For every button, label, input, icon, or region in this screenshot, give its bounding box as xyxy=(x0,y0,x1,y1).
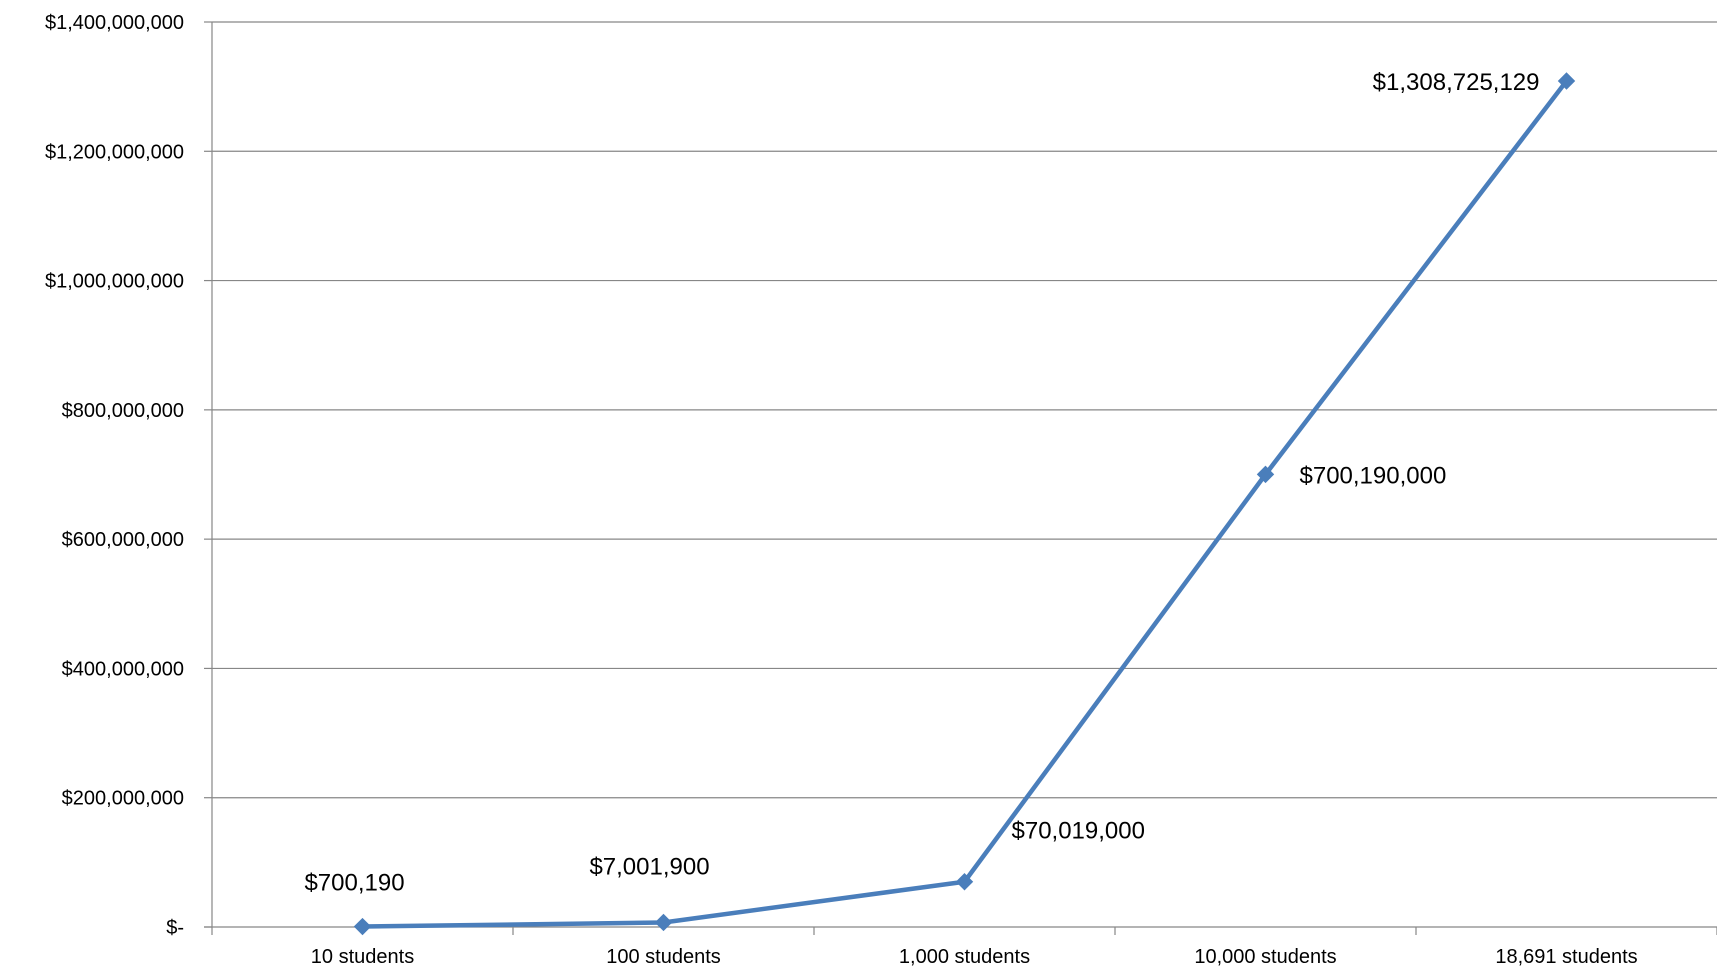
data-markers xyxy=(353,72,1576,936)
data-point-0 xyxy=(353,917,372,936)
data-point-2 xyxy=(955,873,974,891)
y-tick-label-2: $400,000,000 xyxy=(62,658,184,680)
x-tick-label-4: 18,691 students xyxy=(1495,946,1637,968)
data-labels: $700,190 $7,001,900 $70,019,000 $700,190,00… xyxy=(304,69,1539,897)
data-label-4: $1,308,725,129 xyxy=(1373,69,1540,96)
x-axis-tick-labels: 10 students 100 students 1,000 students 10,… xyxy=(311,946,1638,968)
series-line-layer xyxy=(360,78,1569,929)
data-label-3: $700,190,000 xyxy=(1300,462,1447,489)
data-label-1: $7,001,900 xyxy=(589,853,709,880)
x-tick-label-2: 1,000 students xyxy=(899,946,1030,968)
y-tick-label-1: $200,000,000 xyxy=(62,788,184,810)
y-axis-tick-labels: $- $200,000,000 $400,000,000 $600,000,000 $8… xyxy=(45,12,184,939)
data-point-4 xyxy=(1557,72,1576,90)
gridlines xyxy=(212,21,1717,799)
y-tick-label-3: $600,000,000 xyxy=(62,529,184,551)
y-tick-label-0: $- xyxy=(166,917,184,939)
y-tick-label-5: $1,000,000,000 xyxy=(45,271,184,293)
y-tick-label-6: $1,200,000,000 xyxy=(45,141,184,163)
y-tick-label-4: $800,000,000 xyxy=(62,400,184,422)
x-tick-label-0: 10 students xyxy=(311,946,414,968)
data-point-1 xyxy=(654,913,673,932)
data-label-2: $70,019,000 xyxy=(1012,818,1145,845)
x-tick-label-1: 100 students xyxy=(606,946,721,968)
y-tick-label-7: $1,400,000,000 xyxy=(45,12,184,34)
x-tick-label-3: 10,000 students xyxy=(1194,946,1336,968)
data-point-3 xyxy=(1256,465,1275,484)
series-line xyxy=(360,78,1569,929)
data-label-0: $700,190 xyxy=(304,870,404,897)
